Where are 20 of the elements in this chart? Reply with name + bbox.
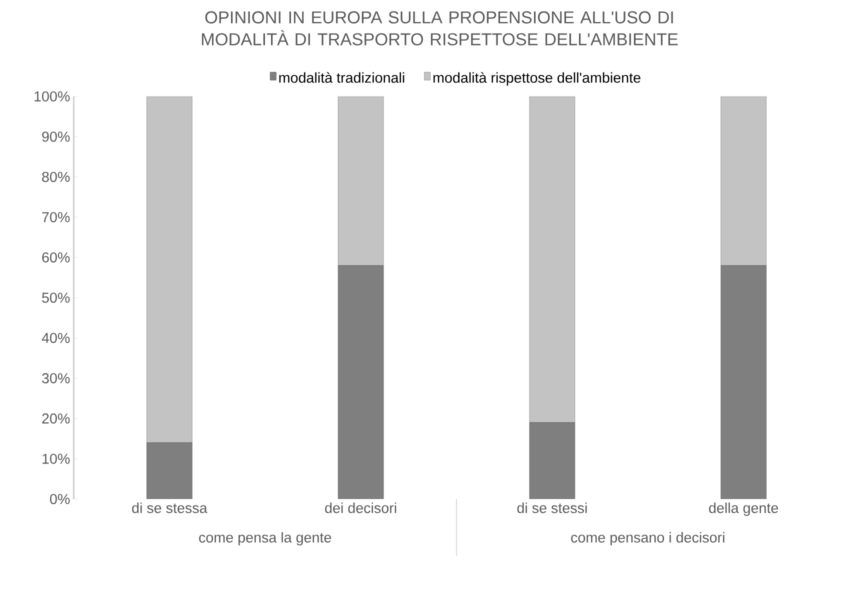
y-tick-label: 100% (34, 91, 70, 102)
y-tick-label: 0% (50, 494, 70, 504)
y-tick-label: 50% (42, 292, 70, 303)
y-tick-label: 30% (42, 373, 70, 384)
chart-title: OPINIONI IN EUROPA SULLA PROPENSIONE ALL'USO DI MODALITÀ DI TRASPORTO RISPETTOSE DELL'AMBIENTE (202, 11, 678, 46)
text: come pensa la gente (199, 532, 332, 546)
legend-label: modalità tradizionali (279, 72, 404, 83)
y-tick-label: 70% (42, 212, 70, 222)
y-tick-label: 80% (42, 172, 70, 182)
x-tick-label: di se stessa (132, 502, 208, 514)
y-tick-label: 90% (42, 132, 70, 142)
legend-label: modalità rispettose dell'ambiente (433, 72, 640, 86)
y-tick-label: 40% (42, 332, 70, 344)
y-tick-label: 60% (42, 252, 70, 262)
x-tick-label: di se stessi (517, 502, 587, 514)
text: come pensano i decisori (571, 532, 724, 546)
x-tick-label: dei decisori (325, 502, 396, 514)
y-tick-label: 20% (42, 413, 70, 424)
y-tick-label: 10% (42, 454, 70, 464)
x-tick-label: della gente (709, 502, 778, 516)
